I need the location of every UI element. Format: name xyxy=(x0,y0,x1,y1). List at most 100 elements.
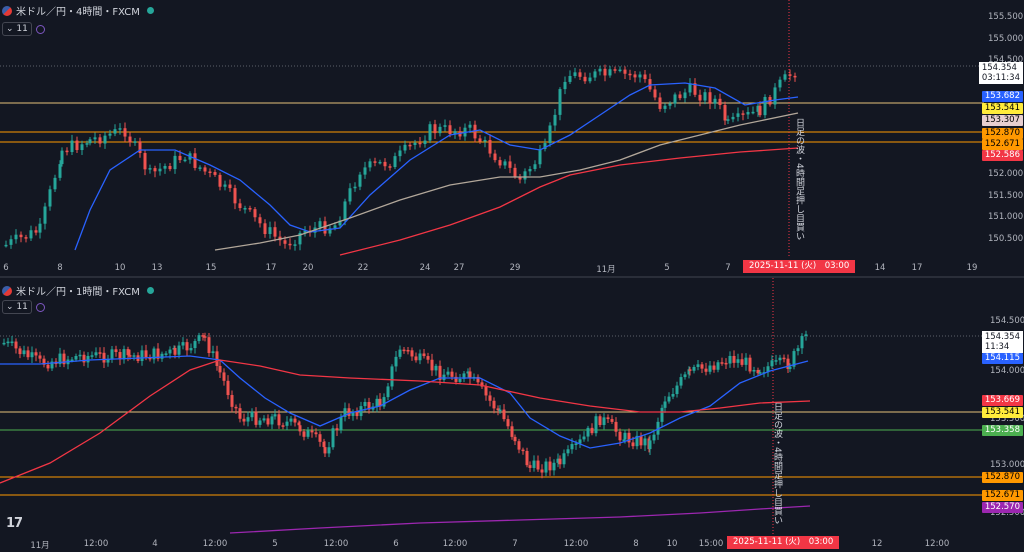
time-tick: 24 xyxy=(419,263,431,273)
candle-4h xyxy=(123,128,127,137)
candle-1h xyxy=(262,418,266,421)
candle-4h xyxy=(65,150,69,153)
candle-1h xyxy=(343,408,347,417)
indicator-toggle-1h[interactable]: ⌄ 11 xyxy=(2,300,45,314)
candle-1h xyxy=(62,353,66,365)
candle-1h xyxy=(242,418,246,422)
candle-4h xyxy=(243,208,247,210)
candle-1h xyxy=(756,370,760,374)
indicator-visibility-icon[interactable] xyxy=(35,24,45,34)
candle-4h xyxy=(318,221,322,228)
candle-1h xyxy=(692,366,696,371)
candle-4h xyxy=(228,184,232,189)
candle-1h xyxy=(675,385,679,395)
indicator-count[interactable]: ⌄ 11 xyxy=(2,22,32,36)
candle-1h xyxy=(335,428,339,431)
candle-1h xyxy=(582,436,586,440)
candle-1h xyxy=(513,436,517,442)
candle-1h xyxy=(788,366,792,369)
candle-1h xyxy=(606,417,610,420)
candle-1h xyxy=(492,400,496,409)
candle-1h xyxy=(318,434,322,442)
time-tick: 5 xyxy=(272,539,278,549)
candle-1h xyxy=(102,352,106,363)
candle-1h xyxy=(627,432,631,443)
candle-4h xyxy=(283,240,287,244)
candle-4h xyxy=(443,125,447,127)
candle-1h xyxy=(418,353,422,361)
candle-1h xyxy=(602,417,606,425)
time-tick: 19 xyxy=(966,263,978,273)
candle-1h xyxy=(671,394,675,397)
crosshair-time-label: 2025-11-11 (火) 03:00 xyxy=(743,260,856,273)
candle-4h xyxy=(348,188,352,202)
annotation-note[interactable]: 日足の波・4時間足押し目買い xyxy=(772,402,782,525)
symbol-legend-1h[interactable]: 米ドル／円・1時間・FXCM xyxy=(2,283,154,298)
price-chart-1h[interactable] xyxy=(0,278,1024,552)
candle-4h xyxy=(198,167,202,169)
market-open-icon xyxy=(146,7,154,14)
candle-1h xyxy=(426,356,430,360)
indicator-visibility-icon[interactable] xyxy=(35,302,45,312)
moving-average-mid xyxy=(214,112,799,251)
candle-1h xyxy=(521,449,525,452)
candle-1h xyxy=(720,362,724,364)
candle-4h xyxy=(598,68,602,72)
pane-divider[interactable] xyxy=(0,276,1024,278)
candle-4h xyxy=(248,208,252,210)
symbol-legend-4h[interactable]: 米ドル／円・4時間・FXCM xyxy=(2,3,154,18)
candle-1h xyxy=(782,357,786,360)
candle-1h xyxy=(566,449,570,454)
candle-1h xyxy=(94,352,98,356)
candle-4h xyxy=(358,174,362,187)
candle-4h xyxy=(783,74,787,80)
price-tick: 154.500 xyxy=(988,55,1024,65)
candle-4h xyxy=(208,171,212,174)
candle-1h xyxy=(532,460,536,468)
time-tick: 29 xyxy=(509,263,521,273)
candle-4h xyxy=(493,153,497,161)
candle-4h xyxy=(233,188,237,204)
annotation-note[interactable]: 日足の波・4時間足押し目買い xyxy=(794,118,804,241)
candle-4h xyxy=(438,126,442,134)
candle-1h xyxy=(792,351,796,367)
indicator-toggle-4h[interactable]: ⌄ 11 xyxy=(2,22,45,36)
usd-jpy-flag-icon xyxy=(2,285,12,296)
candle-1h xyxy=(30,352,34,358)
candle-4h xyxy=(85,143,89,145)
candle-4h xyxy=(133,141,137,143)
price-chart-4h[interactable] xyxy=(0,0,1024,276)
candle-1h xyxy=(218,365,222,373)
candle-1h xyxy=(327,447,331,454)
time-tick: 12:00 xyxy=(442,539,468,549)
candle-4h xyxy=(148,168,152,170)
price-tag-ma-red: 153.669 xyxy=(981,395,1023,406)
candle-1h xyxy=(382,397,386,407)
candle-1h xyxy=(310,430,314,433)
tradingview-logo[interactable]: 17 xyxy=(6,516,23,531)
candle-4h xyxy=(718,98,722,105)
candle-1h xyxy=(438,365,442,380)
candle-4h xyxy=(741,113,745,115)
candle-1h xyxy=(610,419,614,422)
price-tick: 150.500 xyxy=(988,234,1024,244)
candle-1h xyxy=(544,461,548,473)
candle-1h xyxy=(406,349,410,352)
candle-1h xyxy=(614,421,618,432)
chart-pane-4h[interactable]: 米ドル／円・4時間・FXCM ⌄ 11 155.500 155.000 154.… xyxy=(0,0,1024,276)
candle-1h xyxy=(712,365,716,370)
indicator-count[interactable]: ⌄ 11 xyxy=(2,300,32,314)
candle-4h xyxy=(58,164,62,178)
candle-4h xyxy=(673,94,677,104)
candle-1h xyxy=(422,353,426,357)
candle-1h xyxy=(468,371,472,379)
candle-1h xyxy=(594,416,598,434)
candle-4h xyxy=(363,167,367,175)
candle-1h xyxy=(270,416,274,425)
candle-4h xyxy=(533,164,537,169)
chart-pane-1h[interactable]: 米ドル／円・1時間・FXCM ⌄ 11 154.500 154.000 153.… xyxy=(0,278,1024,552)
price-tag-level: 152.870 xyxy=(981,472,1023,483)
candle-4h xyxy=(38,223,42,233)
candle-1h xyxy=(688,369,692,371)
candle-4h xyxy=(758,105,762,116)
